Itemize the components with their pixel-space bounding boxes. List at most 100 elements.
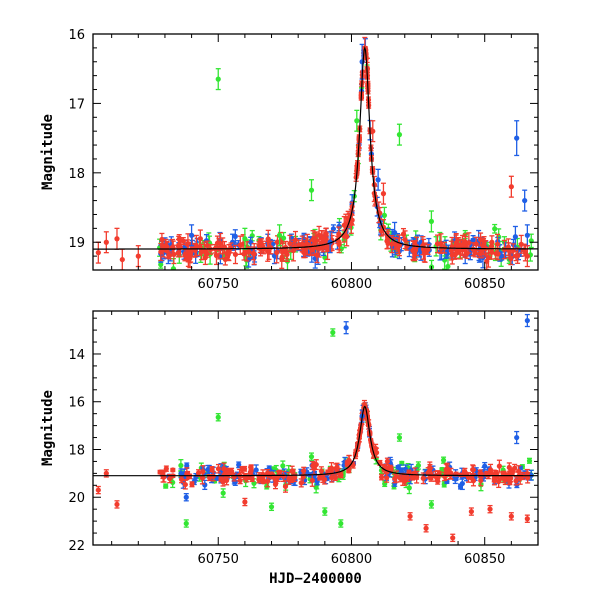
green-data-point — [308, 452, 315, 461]
red-data-point — [525, 472, 531, 484]
red-data-point — [209, 465, 215, 473]
blue-data-point — [524, 224, 530, 247]
red-data-point — [425, 243, 431, 255]
green-data-point — [492, 223, 498, 234]
red-data-point — [215, 463, 222, 474]
y-tick-label: 18 — [68, 167, 85, 182]
green-data-point — [396, 433, 403, 442]
red-data-point — [488, 245, 495, 260]
red-data-point — [410, 240, 417, 262]
green-data-point — [308, 179, 315, 202]
green-data-point — [322, 507, 328, 516]
red-data-point — [160, 239, 166, 258]
y-tick-label: 14 — [68, 348, 85, 363]
red-data-point — [265, 468, 271, 477]
blue-data-point — [453, 476, 459, 482]
red-data-point — [487, 504, 493, 514]
red-data-point — [187, 473, 193, 480]
y-tick-label: 22 — [68, 539, 85, 554]
y-tick-label: 16 — [68, 396, 85, 411]
red-data-point — [336, 236, 342, 251]
green-data-point — [428, 210, 435, 233]
red-data-point — [119, 248, 125, 270]
red-data-point — [279, 252, 285, 262]
blue-data-point — [343, 321, 349, 335]
model-curve — [93, 45, 538, 250]
red-data-point — [226, 468, 232, 479]
red-data-point — [384, 472, 390, 483]
red-data-point — [95, 485, 101, 495]
plot-frame — [92, 310, 539, 546]
red-data-point — [513, 250, 519, 262]
red-data-point — [114, 227, 120, 250]
x-tick-label: 60800 — [331, 552, 372, 567]
y-tick-label: 16 — [68, 28, 85, 43]
bottom-light-curve-panel: 60750 60800 60850 14 16 18 20 22 Magnitude HJD−24… — [40, 310, 539, 587]
model-curve — [93, 405, 538, 477]
green-data-point — [396, 123, 403, 146]
red-data-point — [246, 246, 252, 258]
blue-data-point — [514, 120, 520, 157]
red-data-point — [453, 232, 459, 253]
green-data-point — [526, 457, 533, 464]
green-data-point — [215, 68, 221, 91]
red-data-point — [407, 512, 413, 521]
green-data-point — [440, 456, 447, 464]
x-axis-title: HJD−2400000 — [269, 571, 362, 587]
red-data-point — [189, 481, 195, 488]
x-tick-label: 60750 — [198, 277, 239, 292]
green-data-point — [183, 519, 189, 528]
red-data-point — [202, 250, 208, 266]
red-data-point — [496, 459, 502, 473]
green-data-point — [330, 328, 336, 337]
red-data-point — [217, 232, 224, 255]
red-data-point — [274, 241, 280, 264]
red-data-point — [298, 478, 304, 488]
red-data-point — [346, 454, 352, 467]
red-data-point — [221, 462, 227, 475]
y-axis-title: Magnitude — [40, 390, 56, 466]
data-points — [93, 36, 538, 270]
red-data-point — [346, 468, 352, 474]
red-data-point — [251, 242, 257, 265]
y-tick-label: 20 — [68, 491, 85, 506]
red-data-point — [276, 469, 283, 475]
red-data-point — [257, 241, 264, 257]
red-data-point — [282, 480, 289, 493]
red-data-point — [370, 120, 376, 143]
red-data-point — [256, 476, 262, 484]
x-tick-label: 60850 — [464, 552, 505, 567]
red-data-point — [338, 471, 344, 479]
red-data-point — [524, 514, 530, 523]
red-data-point — [518, 234, 524, 254]
blue-data-point — [524, 313, 530, 328]
red-data-point — [384, 457, 390, 466]
red-data-point — [400, 227, 407, 241]
red-data-point — [468, 507, 474, 516]
red-data-point — [301, 466, 307, 475]
red-data-point — [260, 479, 266, 485]
red-data-point — [508, 252, 514, 266]
red-data-point — [476, 249, 483, 259]
red-data-point — [508, 175, 514, 198]
red-data-point — [459, 234, 466, 255]
red-data-point — [237, 235, 243, 255]
top-light-curve-panel: 60750 60800 60850 16 17 18 19 Magnitude — [40, 28, 539, 292]
x-tick-label: 60750 — [198, 552, 239, 567]
red-data-point — [159, 232, 165, 247]
y-tick-label: 18 — [68, 443, 85, 458]
red-data-point — [248, 465, 254, 472]
y-axis-title: Magnitude — [40, 114, 56, 190]
green-data-point — [428, 500, 435, 509]
x-tick-label: 60850 — [464, 277, 505, 292]
red-data-point — [465, 472, 472, 483]
red-data-point — [180, 236, 186, 246]
red-data-point — [241, 465, 248, 472]
blue-data-point — [482, 461, 488, 471]
red-data-point — [423, 524, 429, 533]
red-data-point — [444, 464, 450, 477]
red-data-point — [334, 462, 340, 472]
blue-data-point — [327, 231, 333, 254]
red-data-point — [512, 463, 518, 473]
blue-data-point — [522, 189, 528, 212]
